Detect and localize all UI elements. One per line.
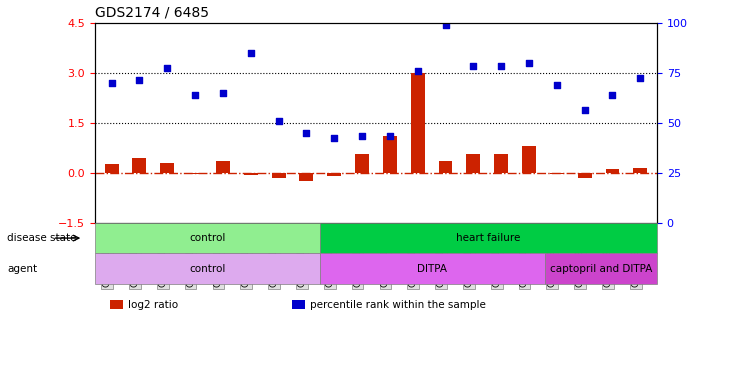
- Bar: [605, 169, 620, 173]
- Point: [412, 68, 423, 74]
- Bar: [355, 154, 369, 173]
- Bar: [550, 173, 564, 174]
- Bar: [161, 163, 174, 173]
- Point: [245, 50, 256, 56]
- Bar: [634, 168, 648, 173]
- Bar: [272, 173, 285, 178]
- Point: [161, 65, 173, 71]
- Bar: [383, 136, 397, 173]
- Bar: [327, 173, 341, 176]
- Point: [301, 130, 312, 136]
- Text: control: control: [189, 264, 226, 274]
- Text: control: control: [189, 233, 226, 243]
- Point: [496, 63, 507, 70]
- Text: GDS2174 / 6485: GDS2174 / 6485: [95, 5, 209, 19]
- Bar: [104, 164, 118, 173]
- Bar: [132, 158, 147, 173]
- Point: [328, 135, 340, 141]
- Text: log2 ratio: log2 ratio: [128, 300, 178, 310]
- Point: [523, 60, 535, 66]
- Point: [551, 81, 563, 88]
- Point: [106, 80, 118, 86]
- Point: [189, 91, 201, 98]
- Bar: [439, 161, 453, 173]
- Bar: [577, 173, 591, 178]
- Bar: [188, 173, 202, 174]
- Bar: [522, 146, 536, 173]
- Bar: [494, 154, 508, 173]
- Point: [439, 22, 451, 28]
- Text: DITPA: DITPA: [417, 264, 447, 274]
- Point: [384, 133, 396, 139]
- Point: [356, 133, 368, 139]
- Bar: [411, 73, 425, 173]
- Point: [217, 90, 228, 96]
- Point: [273, 118, 285, 124]
- Text: disease state: disease state: [7, 233, 77, 243]
- Bar: [466, 154, 480, 173]
- Point: [579, 106, 591, 113]
- Point: [134, 76, 145, 83]
- Bar: [216, 161, 230, 173]
- Point: [607, 91, 618, 98]
- Text: heart failure: heart failure: [456, 233, 520, 243]
- Text: captopril and DITPA: captopril and DITPA: [550, 264, 652, 274]
- Text: percentile rank within the sample: percentile rank within the sample: [310, 300, 486, 310]
- Point: [634, 75, 646, 81]
- Bar: [244, 173, 258, 175]
- Bar: [299, 173, 313, 181]
- Text: agent: agent: [7, 264, 37, 274]
- Point: [467, 63, 479, 70]
